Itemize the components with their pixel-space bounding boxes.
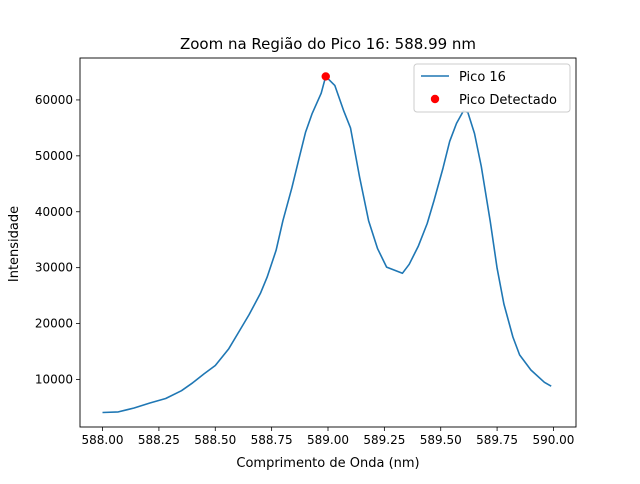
x-tick-label: 589.00: [307, 433, 349, 447]
chart-title: Zoom na Região do Pico 16: 588.99 nm: [180, 35, 476, 53]
legend-label: Pico 16: [459, 70, 506, 85]
x-axis-label: Comprimento de Onda (nm): [236, 456, 419, 471]
x-tick-label: 588.50: [194, 433, 236, 447]
axes-frame: [79, 57, 577, 428]
detected-peak-point: [321, 72, 330, 81]
legend-label: Pico Detectado: [459, 93, 557, 108]
x-tick-label: 588.00: [82, 433, 124, 447]
x-tick-label: 589.50: [420, 433, 462, 447]
y-tick-label: 60000: [35, 93, 73, 107]
y-tick-label: 20000: [35, 317, 73, 331]
y-tick-label: 10000: [35, 372, 73, 386]
plot-area: 588.00 588.25 588.50 588.75 589.00 589.25 589.…: [35, 57, 577, 447]
y-tick-label: 40000: [35, 205, 73, 219]
legend-box: [413, 63, 571, 113]
x-tick-label: 588.75: [251, 433, 293, 447]
y-tick-label: 30000: [35, 261, 73, 275]
x-tick-label: 588.25: [138, 433, 180, 447]
x-tick-label: 589.25: [363, 433, 405, 447]
legend-marker-swatch: [430, 94, 440, 104]
x-tick-label: 589.75: [476, 433, 518, 447]
x-tick-label: 590.00: [532, 433, 574, 447]
legend: Pico 16 Pico Detectado: [413, 63, 571, 113]
y-tick-label: 50000: [35, 149, 73, 163]
series-line-pico-16: [102, 75, 552, 414]
y-axis-label: Intensidade: [7, 206, 22, 282]
